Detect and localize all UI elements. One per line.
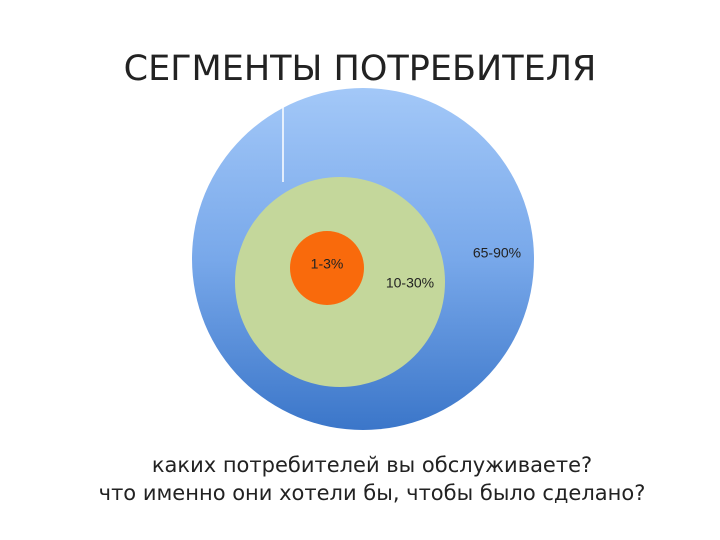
middle-label: 10-30% bbox=[386, 275, 434, 291]
slide-title: СЕГМЕНТЫ ПОТРЕБИТЕЛЯ bbox=[124, 49, 597, 89]
question: что именно они хотели бы, чтобы было сде… bbox=[99, 481, 646, 505]
outer-label: 65-90% bbox=[473, 245, 521, 261]
question: каких потребителей вы обслуживаете? bbox=[152, 453, 592, 477]
inner-circle bbox=[290, 231, 364, 305]
inner-label: 1-3% bbox=[311, 256, 344, 272]
